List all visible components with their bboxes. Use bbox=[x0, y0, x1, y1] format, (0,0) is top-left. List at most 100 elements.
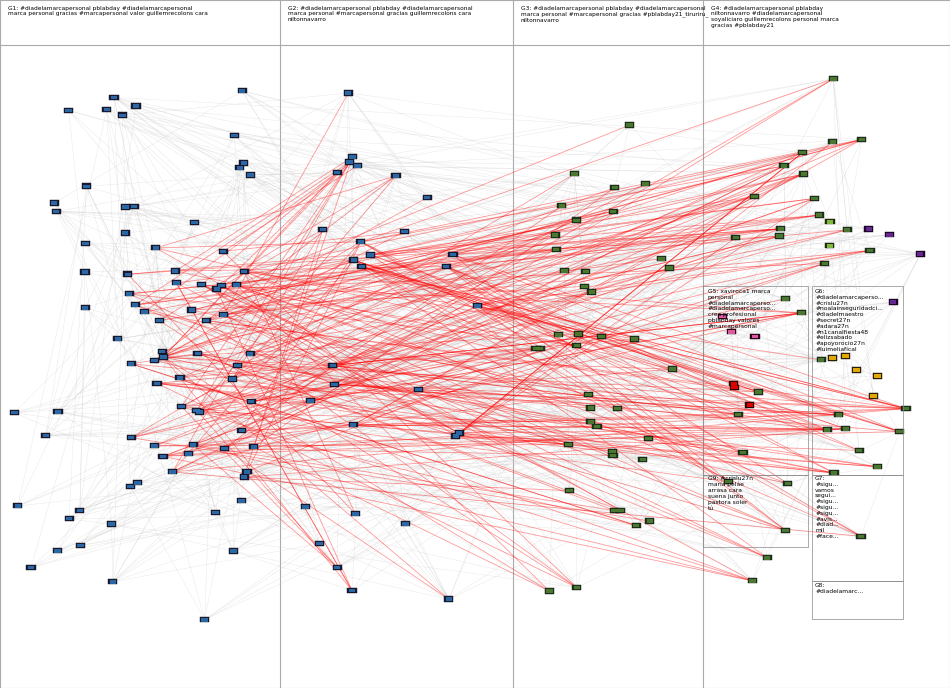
FancyBboxPatch shape bbox=[115, 337, 121, 341]
FancyBboxPatch shape bbox=[401, 230, 408, 233]
FancyBboxPatch shape bbox=[583, 391, 593, 397]
FancyBboxPatch shape bbox=[638, 457, 648, 462]
FancyBboxPatch shape bbox=[159, 453, 167, 459]
FancyBboxPatch shape bbox=[565, 443, 572, 447]
FancyBboxPatch shape bbox=[231, 134, 238, 138]
FancyBboxPatch shape bbox=[763, 555, 771, 560]
FancyBboxPatch shape bbox=[159, 350, 165, 353]
FancyBboxPatch shape bbox=[214, 288, 220, 291]
FancyBboxPatch shape bbox=[124, 272, 132, 277]
FancyBboxPatch shape bbox=[201, 618, 208, 621]
FancyBboxPatch shape bbox=[366, 252, 375, 257]
FancyBboxPatch shape bbox=[442, 264, 451, 269]
FancyBboxPatch shape bbox=[82, 306, 88, 310]
FancyBboxPatch shape bbox=[108, 579, 118, 584]
FancyBboxPatch shape bbox=[746, 402, 754, 407]
FancyBboxPatch shape bbox=[82, 184, 91, 189]
FancyBboxPatch shape bbox=[597, 334, 606, 339]
FancyBboxPatch shape bbox=[755, 390, 762, 394]
FancyBboxPatch shape bbox=[826, 220, 833, 224]
FancyBboxPatch shape bbox=[587, 289, 597, 294]
FancyBboxPatch shape bbox=[314, 541, 324, 546]
FancyBboxPatch shape bbox=[731, 385, 739, 390]
FancyBboxPatch shape bbox=[358, 265, 365, 268]
FancyBboxPatch shape bbox=[351, 511, 360, 517]
FancyBboxPatch shape bbox=[244, 470, 250, 473]
FancyBboxPatch shape bbox=[301, 504, 311, 509]
FancyBboxPatch shape bbox=[349, 589, 355, 592]
FancyBboxPatch shape bbox=[83, 242, 89, 246]
FancyBboxPatch shape bbox=[11, 411, 18, 414]
FancyBboxPatch shape bbox=[668, 367, 677, 372]
FancyBboxPatch shape bbox=[160, 455, 166, 458]
FancyBboxPatch shape bbox=[348, 154, 357, 160]
FancyBboxPatch shape bbox=[109, 580, 116, 583]
FancyBboxPatch shape bbox=[799, 171, 808, 177]
FancyBboxPatch shape bbox=[798, 150, 808, 155]
FancyBboxPatch shape bbox=[232, 282, 241, 288]
FancyBboxPatch shape bbox=[302, 505, 309, 508]
FancyBboxPatch shape bbox=[612, 186, 618, 189]
FancyBboxPatch shape bbox=[131, 103, 141, 109]
FancyBboxPatch shape bbox=[727, 330, 736, 334]
FancyBboxPatch shape bbox=[748, 578, 757, 583]
FancyBboxPatch shape bbox=[152, 380, 162, 386]
FancyBboxPatch shape bbox=[783, 297, 788, 301]
FancyBboxPatch shape bbox=[902, 407, 909, 410]
FancyBboxPatch shape bbox=[828, 76, 838, 81]
FancyBboxPatch shape bbox=[130, 302, 140, 308]
FancyBboxPatch shape bbox=[172, 270, 179, 273]
FancyBboxPatch shape bbox=[392, 174, 399, 178]
FancyBboxPatch shape bbox=[104, 107, 110, 111]
FancyBboxPatch shape bbox=[561, 269, 568, 272]
FancyBboxPatch shape bbox=[474, 304, 481, 308]
FancyBboxPatch shape bbox=[194, 409, 200, 412]
FancyBboxPatch shape bbox=[248, 400, 255, 403]
FancyBboxPatch shape bbox=[826, 244, 833, 248]
FancyBboxPatch shape bbox=[828, 139, 837, 144]
FancyBboxPatch shape bbox=[553, 248, 560, 251]
FancyBboxPatch shape bbox=[230, 133, 238, 138]
FancyBboxPatch shape bbox=[588, 420, 594, 424]
FancyBboxPatch shape bbox=[121, 204, 130, 210]
FancyBboxPatch shape bbox=[729, 330, 734, 334]
FancyBboxPatch shape bbox=[66, 109, 72, 112]
FancyBboxPatch shape bbox=[588, 407, 594, 410]
FancyBboxPatch shape bbox=[902, 406, 910, 411]
FancyBboxPatch shape bbox=[726, 480, 732, 484]
FancyBboxPatch shape bbox=[781, 164, 788, 168]
FancyBboxPatch shape bbox=[798, 311, 805, 315]
FancyBboxPatch shape bbox=[747, 403, 753, 407]
FancyBboxPatch shape bbox=[536, 345, 544, 351]
FancyBboxPatch shape bbox=[445, 596, 453, 602]
FancyBboxPatch shape bbox=[814, 213, 824, 217]
FancyBboxPatch shape bbox=[842, 426, 850, 431]
FancyBboxPatch shape bbox=[176, 375, 184, 380]
FancyBboxPatch shape bbox=[151, 245, 161, 250]
FancyBboxPatch shape bbox=[618, 508, 623, 512]
FancyBboxPatch shape bbox=[153, 246, 159, 250]
FancyBboxPatch shape bbox=[785, 482, 791, 485]
FancyBboxPatch shape bbox=[448, 252, 458, 257]
FancyBboxPatch shape bbox=[890, 301, 896, 304]
FancyBboxPatch shape bbox=[66, 517, 72, 520]
FancyBboxPatch shape bbox=[452, 434, 459, 438]
FancyBboxPatch shape bbox=[350, 423, 356, 427]
FancyBboxPatch shape bbox=[213, 510, 219, 514]
FancyBboxPatch shape bbox=[750, 194, 759, 199]
FancyBboxPatch shape bbox=[217, 283, 226, 288]
FancyBboxPatch shape bbox=[834, 412, 844, 418]
FancyBboxPatch shape bbox=[239, 475, 249, 480]
FancyBboxPatch shape bbox=[150, 358, 159, 363]
FancyBboxPatch shape bbox=[352, 513, 358, 516]
FancyBboxPatch shape bbox=[666, 266, 673, 270]
FancyBboxPatch shape bbox=[128, 436, 134, 440]
FancyBboxPatch shape bbox=[316, 542, 323, 546]
FancyBboxPatch shape bbox=[751, 335, 758, 338]
FancyBboxPatch shape bbox=[349, 422, 358, 427]
FancyBboxPatch shape bbox=[799, 151, 806, 154]
FancyBboxPatch shape bbox=[781, 296, 790, 301]
FancyBboxPatch shape bbox=[189, 442, 198, 447]
FancyBboxPatch shape bbox=[564, 488, 574, 493]
FancyBboxPatch shape bbox=[609, 450, 616, 453]
